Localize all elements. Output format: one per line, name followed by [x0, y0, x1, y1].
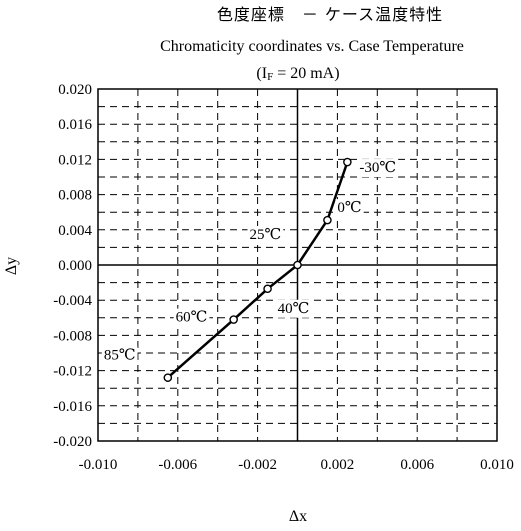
data-label-background	[357, 159, 399, 178]
y-tick-label: -0.016	[53, 399, 92, 415]
data-label-background	[101, 346, 138, 365]
data-point	[323, 215, 332, 225]
y-tick-label: -0.008	[53, 328, 92, 344]
tick-labels: 0.020 0.016 0.012 0.008 0.004 0.000 -0.004 -0.0…	[53, 82, 514, 473]
y-axis-label: Δy	[3, 257, 20, 275]
y-tick-label: 0.016	[58, 117, 92, 133]
x-tick-label: -0.002	[238, 457, 277, 473]
data-label: 85℃	[104, 348, 136, 364]
data-label-background	[275, 299, 312, 318]
data-point	[263, 284, 272, 294]
data-point	[293, 260, 302, 270]
data-label: -30℃	[359, 160, 396, 176]
y-tick-label: 0.008	[58, 188, 92, 204]
chart-condition: (IF = 20 mA)	[256, 65, 339, 83]
y-tick-label: 0.020	[58, 82, 92, 98]
y-tick-label: 0.012	[58, 152, 92, 168]
y-tick-label: -0.012	[53, 364, 92, 380]
data-point	[163, 373, 173, 382]
x-axis-label: Δx	[289, 508, 307, 525]
series-line	[166, 161, 349, 379]
data-label: 40℃	[278, 301, 310, 317]
x-tick-label: -0.010	[79, 457, 118, 473]
data-point	[229, 315, 238, 324]
data-label-background	[173, 308, 210, 327]
data-point	[343, 157, 352, 167]
x-tick-label: 0.002	[321, 457, 355, 473]
y-tick-label: 0.004	[58, 223, 92, 239]
x-tick-label: 0.006	[400, 457, 434, 473]
data-label: 60℃	[176, 310, 208, 326]
data-label-background	[247, 226, 284, 244]
y-tick-label: -0.020	[53, 434, 92, 450]
x-tick-label: 0.010	[480, 457, 514, 473]
point-labels: -30℃ 0℃ 25℃ 40℃ 60℃ 85℃	[101, 159, 399, 365]
y-tick-label: -0.004	[53, 293, 92, 309]
y-tick-label: 0.000	[58, 258, 92, 274]
x-tick-label: -0.006	[158, 457, 197, 473]
chart-title-en: Chromaticity coordinates vs. Case Temper…	[160, 38, 464, 55]
data-label-background	[335, 199, 364, 218]
data-label: 0℃	[337, 200, 361, 216]
series	[163, 157, 352, 382]
data-label: 25℃	[250, 227, 282, 243]
chart-title-jp: 色度座標 － ケース温度特性	[217, 5, 443, 24]
